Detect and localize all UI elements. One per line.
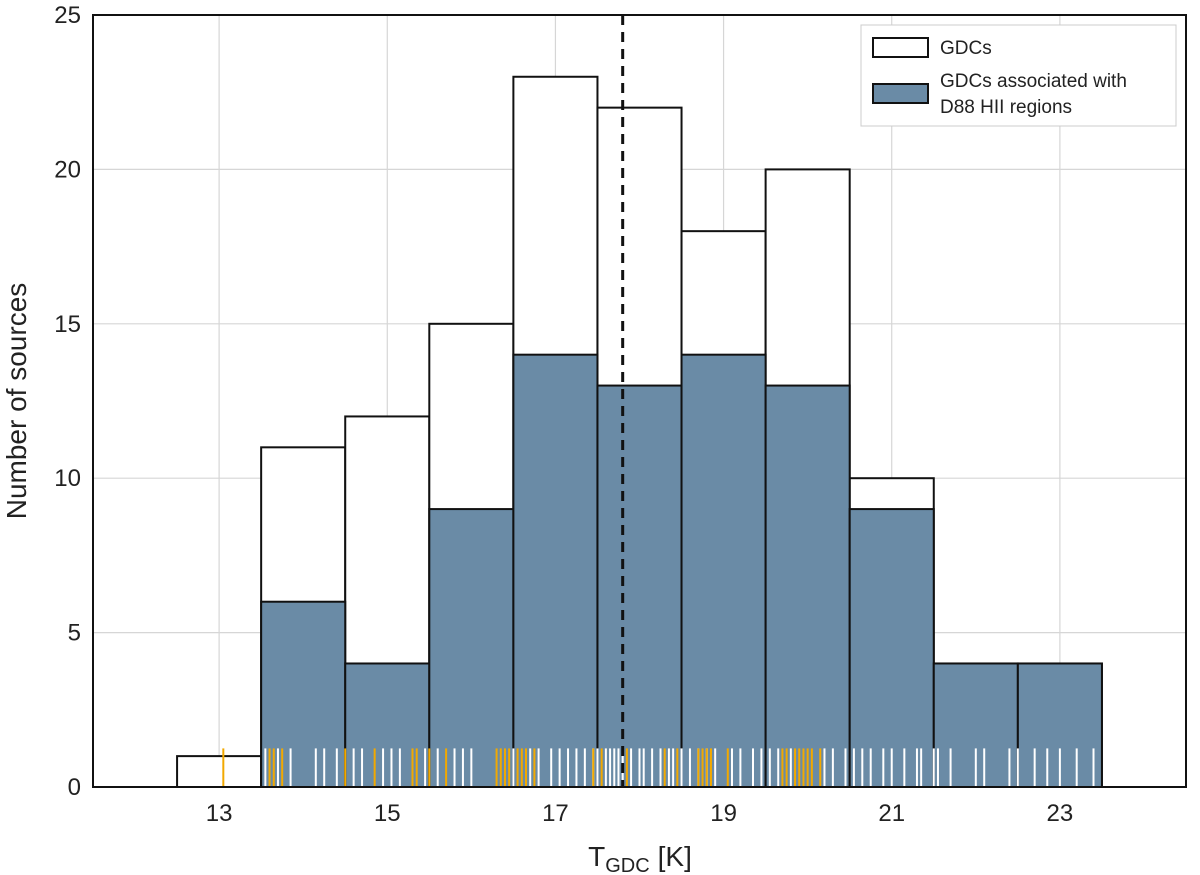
y-tick-label-3: 15 — [54, 311, 81, 338]
y-tick-label-5: 25 — [54, 2, 81, 29]
gdcs-d88-bar-6 — [680, 353, 767, 788]
gdcs-d88-bar-1 — [260, 600, 347, 788]
plot-frame — [92, 14, 1187, 788]
gdcs-d88-bar-7 — [764, 384, 851, 788]
gdcs-d88-bar-8 — [848, 508, 935, 788]
x-tick-labels: 13 15 17 19 21 23 — [206, 800, 1073, 827]
y-tick-label-4: 20 — [54, 156, 81, 183]
legend-swatch-gdcs — [872, 37, 929, 58]
rug-marks — [222, 748, 1095, 786]
x-tick-label-4: 21 — [878, 800, 905, 827]
legend: GDCs GDCs associated with D88 HII region… — [860, 24, 1177, 127]
gdcs-bar-0 — [176, 755, 263, 788]
gdcs-d88-bar-3 — [428, 508, 515, 788]
legend-label-gdcs: GDCs — [940, 38, 992, 59]
y-tick-label-1: 5 — [68, 620, 81, 647]
legend-swatch-gdcs-d88 — [872, 83, 929, 104]
y-tick-label-2: 10 — [54, 465, 81, 492]
y-tick-labels: 0 5 10 15 20 25 — [54, 2, 81, 801]
x-axis-label-main: T — [588, 841, 605, 872]
x-axis-label-unit: [K] — [658, 841, 692, 872]
x-tick-label-5: 23 — [1047, 800, 1074, 827]
x-tick-label-1: 15 — [374, 800, 401, 827]
gdcs-d88-bar-5 — [596, 384, 683, 788]
x-tick-label-2: 17 — [542, 800, 569, 827]
gdcs-d88-bar-4 — [512, 353, 599, 788]
x-tick-label-3: 19 — [710, 800, 737, 827]
x-tick-label-0: 13 — [206, 800, 233, 827]
x-axis-label-subscript: GDC — [605, 855, 649, 875]
gdcs-d88-bars — [260, 353, 1103, 788]
x-axis-label: TGDC [K] — [588, 841, 692, 875]
legend-label-gdcs-d88-line2: D88 HII regions — [940, 97, 1072, 118]
y-axis-label: Number of sources — [1, 283, 32, 520]
y-tick-label-0: 0 — [68, 774, 81, 801]
legend-label-gdcs-d88-line1: GDCs associated with — [940, 71, 1127, 92]
